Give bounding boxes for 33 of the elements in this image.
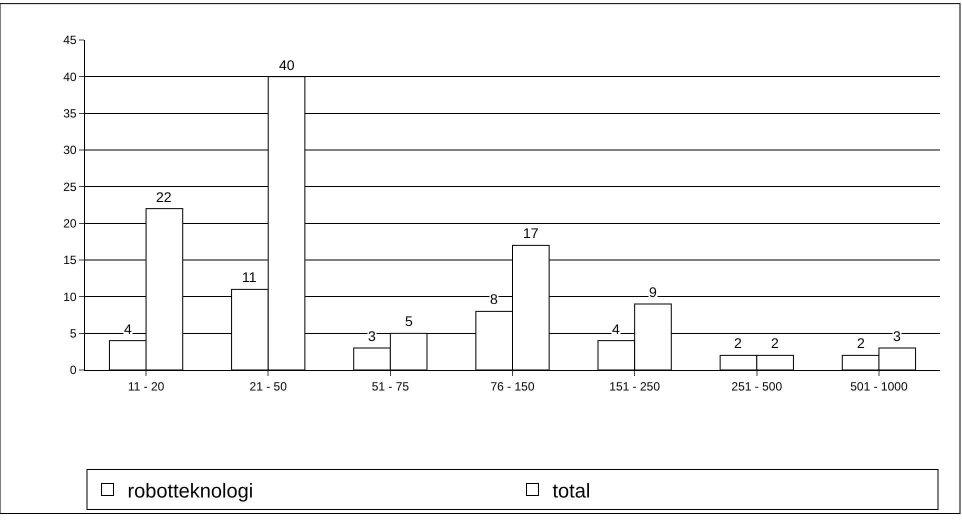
data-label: 2 xyxy=(857,335,865,351)
data-label: 2 xyxy=(734,335,742,351)
data-label: 4 xyxy=(612,321,620,337)
y-tick-label: 20 xyxy=(63,216,77,231)
data-label: 8 xyxy=(490,291,498,307)
data-label: 9 xyxy=(649,284,657,300)
data-label: 2 xyxy=(771,335,779,351)
x-tick-label: 151 - 250 xyxy=(609,379,660,394)
data-label: 5 xyxy=(405,313,413,329)
data-label: 3 xyxy=(893,328,901,344)
x-tick-label: 11 - 20 xyxy=(128,379,165,394)
y-tick-label: 40 xyxy=(63,70,77,84)
y-tick-label: 0 xyxy=(70,363,77,378)
x-tick-label: 251 - 500 xyxy=(731,379,782,394)
data-label: 3 xyxy=(368,328,376,344)
y-tick-label: 45 xyxy=(63,33,77,48)
y-tick-label: 5 xyxy=(70,326,77,341)
y-tick-label: 10 xyxy=(63,290,77,304)
data-label: 4 xyxy=(124,321,132,337)
y-tick-label: 15 xyxy=(63,253,77,268)
data-label: 17 xyxy=(523,225,539,241)
x-tick-label: 21 - 50 xyxy=(250,379,288,394)
legend-label: robotteknologi xyxy=(128,480,254,502)
data-label: 40 xyxy=(279,57,295,73)
legend-label: total xyxy=(552,480,590,502)
y-tick-label: 35 xyxy=(63,106,77,121)
y-tick-label: 30 xyxy=(63,143,77,158)
x-tick-label: 76 - 150 xyxy=(490,379,535,394)
y-tick-label: 25 xyxy=(63,180,77,194)
data-label: 22 xyxy=(156,189,172,205)
x-tick-label: 51 - 75 xyxy=(372,379,410,394)
x-tick-label: 501 - 1000 xyxy=(850,379,908,394)
data-label: 11 xyxy=(242,269,257,285)
